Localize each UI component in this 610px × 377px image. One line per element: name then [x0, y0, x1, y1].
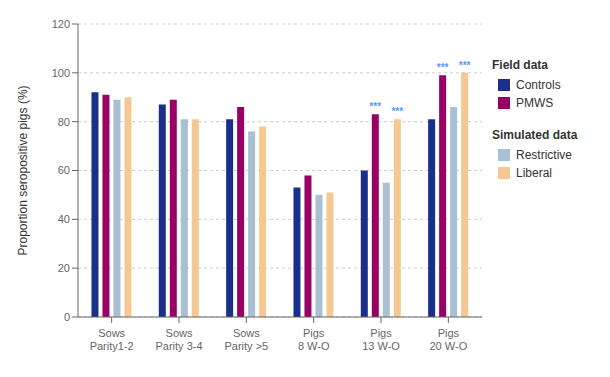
- svg-text:***: ***: [369, 101, 381, 112]
- svg-text:40: 40: [58, 213, 70, 225]
- svg-text:0: 0: [64, 311, 70, 323]
- html-text:Field data: Field data: [492, 58, 548, 72]
- html-text:PMWS: PMWS: [516, 96, 554, 110]
- svg-text:***: ***: [437, 62, 449, 73]
- html-text:Simulated data: Simulated data: [492, 128, 578, 142]
- svg-text:***: ***: [391, 106, 403, 117]
- svg-text:120: 120: [52, 18, 70, 30]
- html-text:Controls: Controls: [516, 78, 561, 92]
- svg-text:20: 20: [58, 262, 70, 274]
- svg-text:Pigs13 W-O: Pigs13 W-O: [362, 327, 400, 352]
- svg-text:100: 100: [52, 67, 70, 79]
- svg-text:Pigs8 W-O: Pigs8 W-O: [298, 327, 330, 352]
- svg-text:Pigs20 W-O: Pigs20 W-O: [429, 327, 467, 352]
- svg-text:80: 80: [58, 116, 70, 128]
- svg-text:SowsParity 3-4: SowsParity 3-4: [155, 327, 202, 352]
- svg-text:***: ***: [459, 60, 471, 71]
- svg-text:SowsParity >5: SowsParity >5: [224, 327, 268, 352]
- svg-text:60: 60: [58, 164, 70, 176]
- svg-text:Proportion seropositive pigs (: Proportion seropositive pigs (%): [16, 85, 30, 255]
- svg-text:SowsParity1-2: SowsParity1-2: [90, 327, 134, 352]
- html-text:Restrictive: Restrictive: [516, 148, 572, 162]
- html-text:Liberal: Liberal: [516, 166, 552, 180]
